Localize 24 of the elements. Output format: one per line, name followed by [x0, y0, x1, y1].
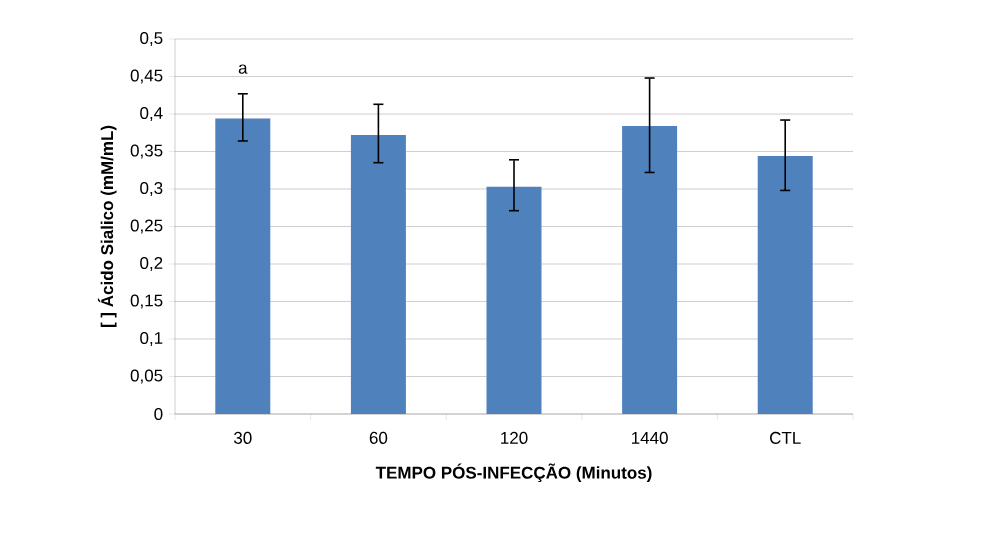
y-tick-label: 0,5: [140, 31, 163, 47]
y-tick-label: 0,4: [140, 106, 163, 122]
y-tick-label: 0,15: [130, 294, 163, 309]
x-tick-label: 1440: [631, 431, 668, 444]
y-tick-label: 0,3: [140, 181, 163, 197]
annotation: a: [238, 64, 248, 74]
x-tick-label: 120: [501, 431, 528, 444]
y-tick-label: 0,2: [140, 256, 163, 272]
y-tick-label: 0,1: [140, 331, 163, 347]
x-axis-title: TEMPO PÓS-INFECÇÃO (Minutos): [375, 463, 652, 483]
bar: [486, 186, 542, 414]
bar: [757, 156, 813, 414]
x-tick-label: 60: [369, 431, 388, 444]
y-tick-label: 0,25: [130, 219, 163, 234]
y-tick-label: 0,45: [130, 69, 163, 84]
bar: [622, 126, 678, 414]
bar: [350, 135, 406, 414]
x-tick-label: CTL: [770, 431, 801, 444]
y-tick-label: 0,05: [130, 369, 163, 384]
x-tick-label: 30: [233, 431, 252, 444]
bar: [215, 118, 271, 414]
y-axis-title: [ ] Ácido Sialico (mM/mL): [97, 125, 117, 328]
y-tick-label: 0,35: [130, 144, 163, 159]
y-tick-label: 0: [154, 407, 163, 421]
